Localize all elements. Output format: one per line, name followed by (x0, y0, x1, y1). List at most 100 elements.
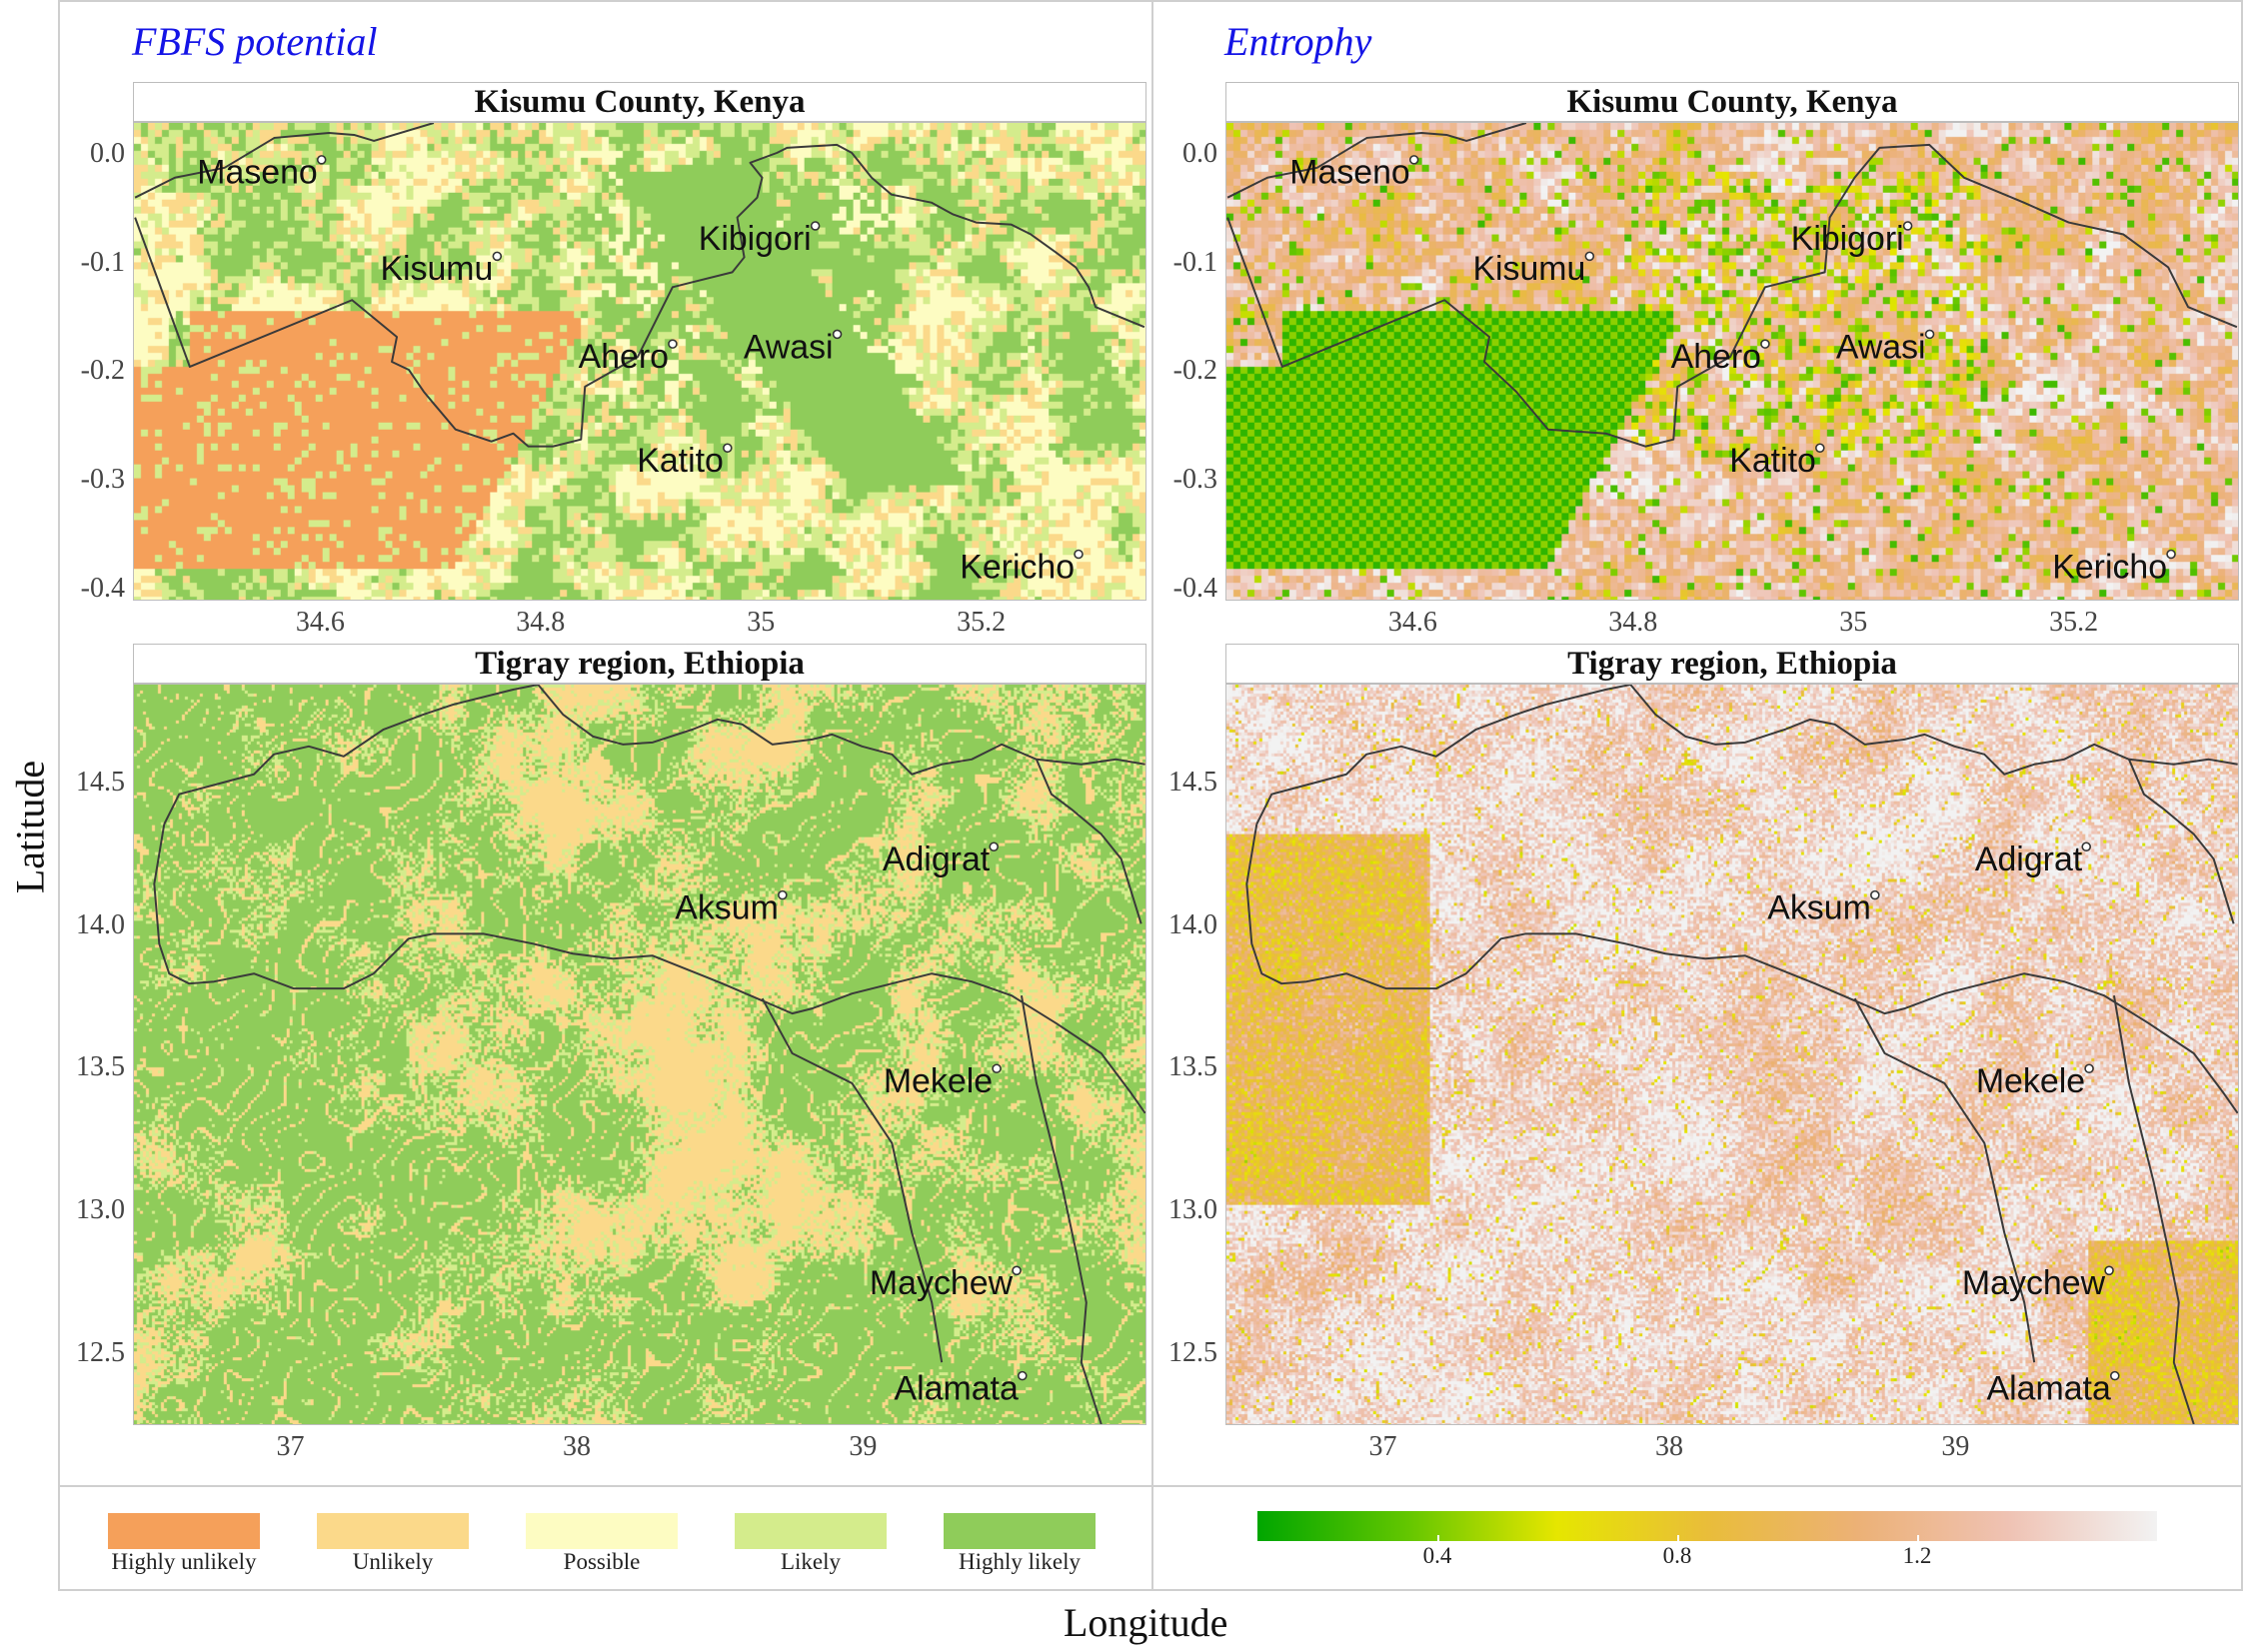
y-axis-title: Latitude (7, 748, 54, 907)
x-tick-kenya-entropy-2: 35 (1793, 607, 1913, 639)
legend-label-2: Possible (502, 1549, 702, 1575)
legend-key-0 (108, 1513, 260, 1549)
town-label-awasi: Awasi (1836, 328, 1926, 366)
entropy-tick-2 (1917, 1535, 1919, 1541)
y-tick-tigray-fbfs-4: 12.5 (55, 1337, 125, 1369)
y-tick-tigray-entropy-1: 14.0 (1147, 909, 1217, 941)
town-label-adigrat: Adigrat (883, 840, 991, 878)
town-marker-kisumu (1585, 252, 1593, 260)
town-marker-aksum (1871, 891, 1879, 899)
x-tick-tigray-entropy-0: 37 (1323, 1431, 1443, 1463)
town-marker-alamata (2111, 1372, 2119, 1380)
town-label-ahero: Ahero (1671, 338, 1761, 376)
town-label-maseno: Maseno (1289, 154, 1409, 192)
strip-kenya-entropy: Kisumu County, Kenya (1225, 82, 2239, 122)
y-tick-tigray-entropy-0: 14.5 (1147, 767, 1217, 799)
y-tick-kenya-fbfs-0: 0.0 (55, 138, 125, 170)
legend-label-3: Likely (711, 1549, 911, 1575)
town-marker-kericho (1075, 550, 1083, 558)
y-tick-kenya-entropy-4: -0.4 (1147, 573, 1217, 605)
fbfs-title: FBFS potential (132, 18, 378, 65)
x-tick-kenya-fbfs-1: 34.8 (481, 607, 601, 639)
y-tick-tigray-entropy-2: 13.5 (1147, 1051, 1217, 1083)
map-kenya-fbfs: Maseno Kisumu Kibigori Ahero Awasi Katito Keri… (133, 122, 1146, 601)
strip-tigray-entropy: Tigray region, Ethiopia (1225, 644, 2239, 684)
town-label-mekele: Mekele (1976, 1062, 2085, 1100)
town-label-maychew: Maychew (870, 1264, 1014, 1302)
strip-tigray-fbfs: Tigray region, Ethiopia (133, 644, 1146, 684)
town-label-maychew: Maychew (1962, 1264, 2106, 1302)
x-tick-tigray-entropy-1: 38 (1609, 1431, 1729, 1463)
town-marker-ahero (669, 340, 677, 348)
x-tick-tigray-fbfs-0: 37 (231, 1431, 351, 1463)
legend-key-3 (735, 1513, 887, 1549)
town-label-kisumu: Kisumu (1472, 250, 1585, 288)
admin-border-1 (1246, 685, 2237, 1424)
y-tick-kenya-fbfs-3: -0.3 (55, 464, 125, 496)
y-tick-tigray-fbfs-3: 13.0 (55, 1194, 125, 1226)
x-tick-kenya-entropy-1: 34.8 (1573, 607, 1693, 639)
town-marker-kibigori (812, 222, 820, 230)
town-marker-kisumu (493, 252, 501, 260)
x-tick-kenya-fbfs-0: 34.6 (260, 607, 380, 639)
y-tick-tigray-entropy-3: 13.0 (1147, 1194, 1217, 1226)
y-tick-kenya-entropy-3: -0.3 (1147, 464, 1217, 496)
x-tick-kenya-entropy-0: 34.6 (1352, 607, 1472, 639)
y-tick-kenya-entropy-1: -0.1 (1147, 247, 1217, 279)
town-marker-mekele (993, 1064, 1001, 1072)
town-label-aksum: Aksum (1767, 889, 1871, 927)
town-label-aksum: Aksum (675, 889, 779, 927)
town-marker-awasi (1926, 330, 1934, 338)
town-marker-adigrat (2082, 842, 2090, 850)
y-tick-tigray-fbfs-0: 14.5 (55, 767, 125, 799)
x-tick-kenya-fbfs-3: 35.2 (922, 607, 1042, 639)
town-marker-ahero (1761, 340, 1769, 348)
town-marker-alamata (1019, 1372, 1027, 1380)
x-tick-kenya-fbfs-2: 35 (701, 607, 821, 639)
overlay-kenya-fbfs: Maseno Kisumu Kibigori Ahero Awasi Katito Keri… (134, 123, 1145, 600)
town-label-adigrat: Adigrat (1975, 840, 2083, 878)
town-label-awasi: Awasi (744, 328, 834, 366)
entropy-title: Entrophy (1224, 18, 1371, 65)
entropy-label-1: 0.8 (1637, 1543, 1717, 1569)
town-marker-kibigori (1904, 222, 1912, 230)
town-marker-aksum (779, 891, 787, 899)
town-marker-awasi (834, 330, 842, 338)
y-tick-kenya-entropy-2: -0.2 (1147, 355, 1217, 387)
town-label-mekele: Mekele (884, 1062, 993, 1100)
overlay-kenya-entropy: Maseno Kisumu Kibigori Ahero Awasi Katito Keri… (1226, 123, 2238, 600)
town-label-alamata: Alamata (894, 1370, 1018, 1408)
town-label-kibigori: Kibigori (1791, 220, 1904, 258)
admin-border-1 (154, 685, 1144, 1424)
legend-label-4: Highly likely (920, 1549, 1120, 1575)
entropy-label-0: 0.4 (1397, 1543, 1477, 1569)
strip-kenya-fbfs: Kisumu County, Kenya (133, 82, 1146, 122)
legend-key-4 (944, 1513, 1096, 1549)
entropy-gradient-bar (1257, 1511, 2157, 1541)
y-tick-kenya-entropy-0: 0.0 (1147, 138, 1217, 170)
x-axis-title: Longitude (1064, 1599, 1227, 1646)
y-tick-kenya-fbfs-4: -0.4 (55, 573, 125, 605)
y-tick-kenya-fbfs-2: -0.2 (55, 355, 125, 387)
entropy-label-2: 1.2 (1877, 1543, 1957, 1569)
town-label-katito: Katito (1729, 442, 1816, 480)
town-label-alamata: Alamata (1986, 1370, 2110, 1408)
legend-label-1: Unlikely (293, 1549, 493, 1575)
town-marker-katito (1816, 444, 1824, 452)
legend-key-1 (317, 1513, 469, 1549)
overlay-tigray-entropy: Adigrat Aksum Mekele Maychew Alamata (1226, 685, 2238, 1424)
legend-label-0: Highly unlikely (84, 1549, 284, 1575)
town-marker-maseno (1410, 156, 1418, 164)
map-kenya-entropy: Maseno Kisumu Kibigori Ahero Awasi Katito Keri… (1225, 122, 2239, 601)
x-tick-kenya-entropy-3: 35.2 (2014, 607, 2134, 639)
town-marker-maychew (1013, 1266, 1021, 1274)
entropy-tick-1 (1677, 1535, 1679, 1541)
town-label-katito: Katito (637, 442, 724, 480)
legend-key-2 (526, 1513, 678, 1549)
map-tigray-entropy: Adigrat Aksum Mekele Maychew Alamata (1225, 684, 2239, 1425)
town-marker-maseno (318, 156, 326, 164)
town-marker-adigrat (990, 842, 998, 850)
town-label-kibigori: Kibigori (699, 220, 812, 258)
x-tick-tigray-fbfs-1: 38 (517, 1431, 637, 1463)
y-tick-tigray-fbfs-2: 13.5 (55, 1051, 125, 1083)
